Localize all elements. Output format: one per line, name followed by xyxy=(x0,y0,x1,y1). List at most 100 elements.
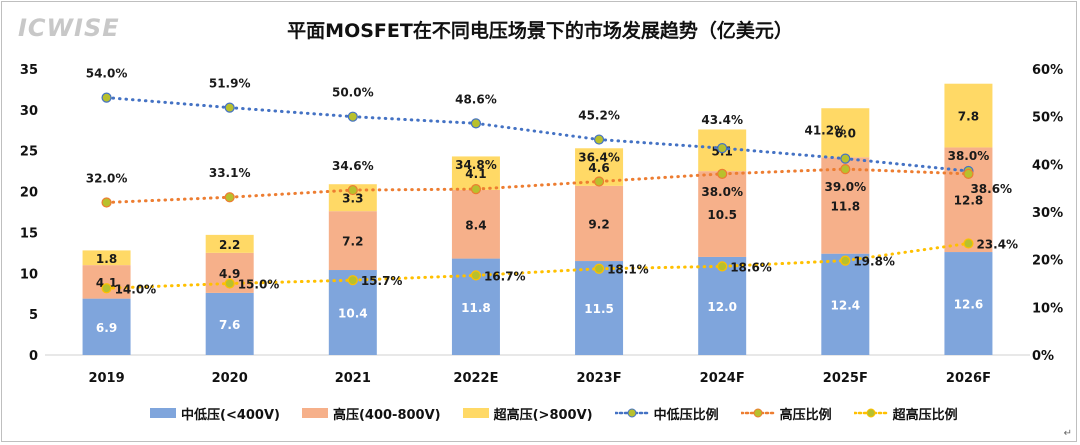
line-point-high_line xyxy=(963,168,974,179)
y-right-tick-label: 50% xyxy=(1032,111,1063,126)
y-left-tick-label: 35 xyxy=(20,63,38,78)
bar-value-label: 3.3 xyxy=(342,192,363,206)
y-right-tick-label: 30% xyxy=(1032,206,1063,221)
line-value-label: 15.7% xyxy=(361,274,403,288)
line-point-high_line xyxy=(593,176,605,187)
x-tick-label: 2024F xyxy=(700,371,745,386)
bar-value-label: 12.0 xyxy=(707,300,737,314)
line-value-label: 41.2% xyxy=(804,124,846,138)
line-value-label: 50.0% xyxy=(332,86,374,100)
bar-value-label: 12.6 xyxy=(954,298,984,312)
legend-item-ultra-ratio: 超高压比例 xyxy=(853,404,958,423)
y-left-tick-label: 25 xyxy=(20,145,38,160)
bar-value-label: 4.1 xyxy=(465,167,486,181)
line-point-ultra_line xyxy=(717,261,728,272)
line-point-high_line xyxy=(717,168,728,179)
line-point-ultra_line xyxy=(470,270,482,281)
bar-ultra xyxy=(944,83,993,148)
line-point-low_line xyxy=(470,118,482,129)
bar-value-label: 10.5 xyxy=(707,208,737,222)
y-left-tick-label: 0 xyxy=(29,349,38,364)
legend-label-ultra-ratio: 超高压比例 xyxy=(892,407,958,423)
bar-value-label: 7.6 xyxy=(219,318,240,332)
bar-high xyxy=(944,147,993,253)
bar-value-label: 11.8 xyxy=(461,301,491,315)
y-right-tick-label: 10% xyxy=(1032,301,1063,316)
x-tick-label: 2022E xyxy=(453,371,498,386)
line-value-label: 38.0% xyxy=(701,185,743,199)
bar-high xyxy=(698,171,747,257)
brand-watermark: ICWISE xyxy=(18,14,120,42)
line-value-label: 15.0% xyxy=(238,278,280,292)
legend-item-ultra: 超高压(>800V) xyxy=(462,404,593,423)
bar-value-label: 8.4 xyxy=(465,218,486,232)
legend-swatch-ultra xyxy=(462,408,489,418)
x-tick-label: 2020 xyxy=(212,371,248,386)
bar-value-label: 4.6 xyxy=(588,161,609,175)
line-value-label: 39.0% xyxy=(824,180,866,194)
line-value-label: 48.6% xyxy=(455,92,497,106)
line-point-high_line xyxy=(840,164,851,175)
legend-line-ultra-ratio xyxy=(853,408,888,418)
legend-line-high-ratio xyxy=(740,408,775,418)
bar-value-label: 11.5 xyxy=(584,302,614,316)
line-value-label: 34.8% xyxy=(455,158,497,172)
line-value-label: 14.0% xyxy=(115,282,157,296)
line-point-low_line xyxy=(593,134,605,145)
bar-value-label: 6.0 xyxy=(835,127,856,141)
line-high_line xyxy=(105,167,970,204)
line-point-ultra_line xyxy=(347,275,358,286)
line-point-low_line xyxy=(101,92,112,103)
line-value-label: 34.6% xyxy=(332,159,374,173)
y-left-tick-label: 5 xyxy=(29,308,38,323)
line-value-label: 18.1% xyxy=(607,263,649,277)
line-point-ultra_line xyxy=(101,283,112,294)
bar-value-label: 11.8 xyxy=(831,199,861,213)
line-ultra_line xyxy=(105,241,970,290)
legend-label-high-ratio: 高压比例 xyxy=(779,407,832,423)
line-value-label: 23.4% xyxy=(976,237,1018,251)
legend-label-low: 中低压(<400V) xyxy=(181,407,280,423)
y-left-tick-label: 30 xyxy=(20,104,38,119)
line-value-label: 43.4% xyxy=(701,113,743,127)
legend-label-high: 高压(400-800V) xyxy=(332,407,441,423)
bar-value-label: 12.4 xyxy=(831,298,861,312)
legend-swatch-high xyxy=(301,408,328,418)
legend-item-low: 中低压(<400V) xyxy=(150,404,280,423)
bar-low xyxy=(575,261,624,355)
bar-high xyxy=(575,185,624,262)
paragraph-mark: ↵ xyxy=(1063,428,1072,439)
line-value-label: 33.1% xyxy=(209,166,251,180)
bar-value-label: 9.2 xyxy=(588,217,609,231)
y-right-tick-label: 20% xyxy=(1032,254,1063,269)
bar-low xyxy=(821,253,870,355)
bar-value-label: 6.9 xyxy=(96,321,117,335)
line-point-low_line xyxy=(347,111,358,122)
line-value-label: 38.6% xyxy=(970,182,1012,196)
legend-item-high: 高压(400-800V) xyxy=(301,404,441,423)
line-value-label: 51.9% xyxy=(209,77,251,91)
line-point-high_line xyxy=(470,184,482,195)
x-tick-label: 2026F xyxy=(946,371,991,386)
line-value-label: 54.0% xyxy=(86,67,128,81)
bar-ultra xyxy=(205,234,254,253)
bar-low xyxy=(944,252,993,355)
bar-value-label: 7.8 xyxy=(958,110,979,124)
line-value-label: 45.2% xyxy=(578,109,620,123)
bar-low xyxy=(82,298,131,355)
line-value-label: 18.6% xyxy=(730,260,772,274)
bar-value-label: 2.2 xyxy=(219,238,240,252)
y-left-tick-label: 10 xyxy=(20,267,38,282)
bar-high xyxy=(328,211,377,271)
line-point-high_line xyxy=(101,197,112,208)
line-value-label: 16.7% xyxy=(484,269,526,283)
y-right-tick-label: 0% xyxy=(1032,349,1054,364)
line-point-ultra_line xyxy=(593,263,605,274)
legend-label-ultra: 超高压(>800V) xyxy=(493,407,593,423)
line-value-label: 32.0% xyxy=(86,171,128,185)
bar-high xyxy=(451,189,500,259)
bar-value-label: 4.1 xyxy=(96,276,117,290)
line-point-ultra_line xyxy=(224,278,235,289)
